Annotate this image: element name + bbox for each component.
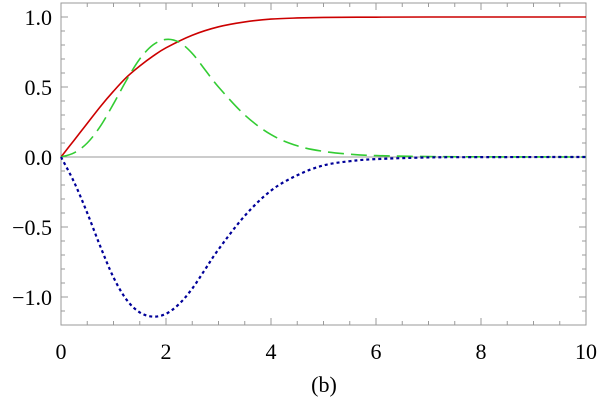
axis-ticks (60, 2, 587, 326)
y-tick-label: −0.5 (12, 215, 52, 240)
y-tick-label: 0.5 (25, 75, 53, 100)
figure-caption: (b) (311, 372, 337, 397)
x-tick-label: 10 (575, 339, 597, 364)
x-tick-label: 0 (56, 339, 67, 364)
x-tick-label: 2 (161, 339, 172, 364)
y-tick-label: 0.0 (25, 145, 53, 170)
tick-labels: 0 2 4 6 8 10 −1.0 −0.5 0.0 0.5 1.0 (12, 5, 597, 364)
x-tick-label: 4 (266, 339, 277, 364)
series-solid-line (60, 16, 586, 158)
series-group (60, 16, 587, 318)
y-tick-label: −1.0 (12, 285, 52, 310)
series-dashed-line (60, 38, 587, 158)
series-dotted-line (60, 155, 587, 318)
x-tick-label: 6 (371, 339, 382, 364)
plot-frame (60, 2, 587, 326)
y-tick-label: 1.0 (25, 5, 53, 30)
x-tick-label: 8 (476, 339, 487, 364)
